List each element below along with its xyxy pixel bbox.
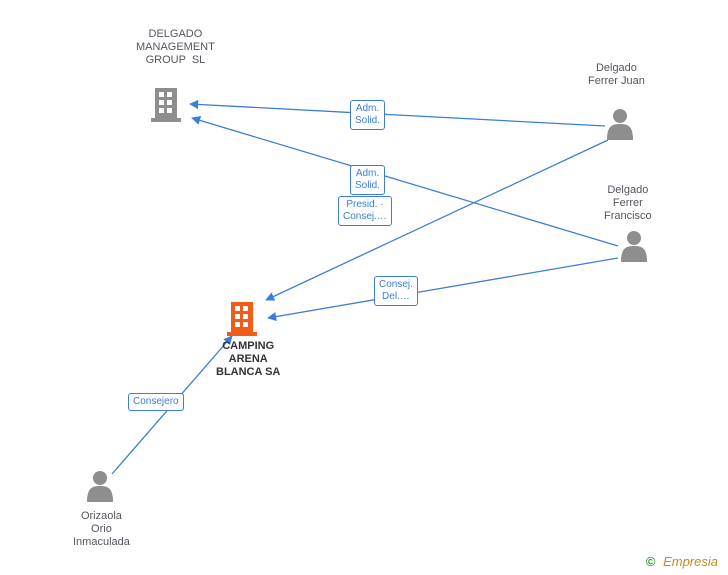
edge-label-consejero: Consejero xyxy=(128,393,184,411)
person-icon-ferrer_francisco[interactable] xyxy=(621,231,647,262)
edge-e2 xyxy=(192,118,618,246)
person-icon-ferrer_juan[interactable] xyxy=(607,109,633,140)
brand-name: Empresia xyxy=(663,554,718,569)
person-label-ferrer-francisco: Delgado Ferrer Francisco xyxy=(604,184,652,224)
company-icon-camping[interactable] xyxy=(227,302,257,336)
footer-credit: © Empresia xyxy=(646,554,718,569)
edge-label-adm-solid-1: Adm. Solid. xyxy=(350,100,385,130)
company-label-delgado-mgmt: DELGADO MANAGEMENT GROUP SL xyxy=(136,28,215,68)
company-label-camping: CAMPING ARENA BLANCA SA xyxy=(216,340,280,380)
edge-e3 xyxy=(266,140,608,300)
person-icon-orizaola[interactable] xyxy=(87,471,113,502)
edge-e1 xyxy=(190,104,605,126)
edge-e4 xyxy=(268,258,618,318)
edge-label-consej-del: Consej. Del.… xyxy=(374,276,418,306)
edge-label-presid-consej: Presid. · Consej.… xyxy=(338,196,392,226)
copyright-symbol: © xyxy=(646,554,656,569)
company-icon-delgado_mgmt[interactable] xyxy=(151,88,181,122)
person-label-orizaola: Orizaola Orio Inmaculada xyxy=(73,510,130,550)
person-label-ferrer-juan: Delgado Ferrer Juan xyxy=(588,62,645,88)
edge-label-adm-solid-2: Adm. Solid. xyxy=(350,165,385,195)
